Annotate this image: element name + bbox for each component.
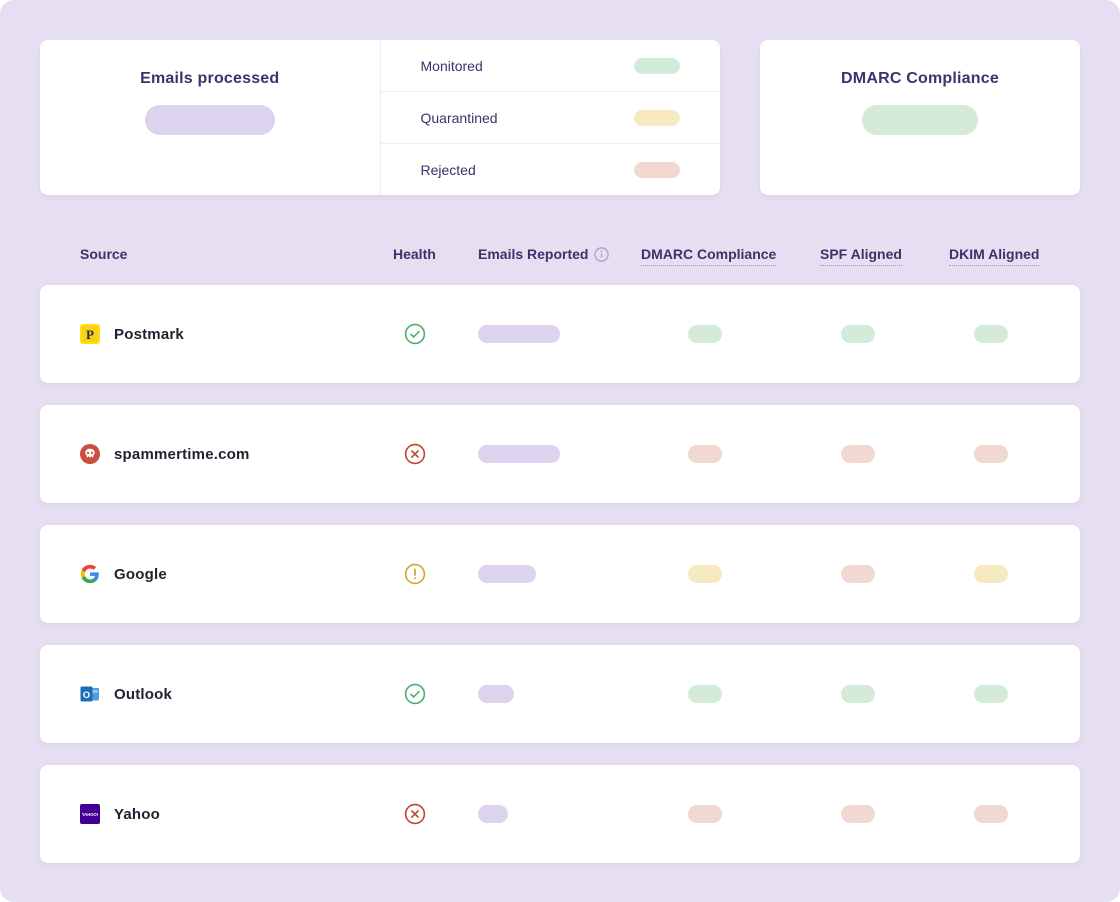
legend-row-quarantined: Quarantined — [380, 91, 720, 143]
source-name: Google — [114, 565, 167, 583]
column-header-dmarc-compliance[interactable]: DMARC Compliance — [641, 246, 777, 266]
dmarc-compliance-value-pill — [862, 105, 978, 135]
dkim-aligned-value-pill — [974, 325, 1008, 343]
health-warn-icon — [404, 563, 426, 585]
legend-label: Monitored — [420, 57, 483, 74]
health-fail-icon — [404, 443, 426, 465]
dmarc-compliance-value-pill — [688, 325, 722, 343]
rejected-value-pill — [634, 161, 680, 178]
spf-aligned-value-pill — [841, 805, 875, 823]
svg-text:O: O — [83, 690, 90, 701]
dmarc-compliance-value-pill — [688, 445, 722, 463]
source-name: Outlook — [114, 685, 173, 703]
source-cell: P Postmark — [80, 285, 184, 383]
quarantined-value-pill — [634, 109, 680, 126]
emails-processed-section: Emails processed — [40, 40, 380, 195]
column-header-spf-aligned[interactable]: SPF Aligned — [820, 246, 902, 266]
svg-text:YAHOO!: YAHOO! — [82, 812, 98, 817]
emails-reported-value-pill — [478, 685, 514, 703]
column-header-emails-reported: Emails Reported — [478, 246, 610, 262]
health-fail-icon — [404, 803, 426, 825]
postmark-icon: P — [80, 324, 100, 344]
table-row[interactable]: O Outlook — [40, 645, 1080, 743]
column-header-dkim-aligned[interactable]: DKIM Aligned — [949, 246, 1040, 266]
emails-reported-value-pill — [478, 325, 560, 343]
table-row[interactable]: spammertime.com — [40, 405, 1080, 503]
source-cell: spammertime.com — [80, 405, 250, 503]
emails-processed-title: Emails processed — [140, 70, 280, 87]
table-row[interactable]: YAHOO! Yahoo — [40, 765, 1080, 863]
legend-row-rejected: Rejected — [380, 143, 720, 195]
google-icon — [80, 564, 100, 584]
source-cell: YAHOO! Yahoo — [80, 765, 160, 863]
column-header-health: Health — [393, 246, 436, 262]
health-pass-icon — [404, 323, 426, 345]
spf-aligned-value-pill — [841, 325, 875, 343]
source-name: spammertime.com — [114, 445, 250, 463]
spf-aligned-value-pill — [841, 565, 875, 583]
dkim-aligned-value-pill — [974, 445, 1008, 463]
dmarc-compliance-value-pill — [688, 685, 722, 703]
skull-icon — [80, 444, 100, 464]
dmarc-compliance-value-pill — [688, 805, 722, 823]
spf-aligned-value-pill — [841, 445, 875, 463]
column-header-source: Source — [80, 246, 128, 262]
source-name: Yahoo — [114, 805, 161, 823]
column-header-label: Emails Reported — [478, 246, 589, 262]
spf-aligned-value-pill — [841, 685, 875, 703]
dmarc-compliance-title: DMARC Compliance — [841, 70, 999, 87]
health-pass-icon — [404, 683, 426, 705]
dkim-aligned-value-pill — [974, 565, 1008, 583]
monitored-value-pill — [634, 57, 680, 74]
emails-processed-card: Emails processed Monitored Quarantined R… — [40, 40, 720, 195]
legend-row-monitored: Monitored — [381, 40, 721, 91]
dkim-aligned-value-pill — [974, 805, 1008, 823]
legend-label: Quarantined — [420, 109, 498, 126]
source-cell: O Outlook — [80, 645, 172, 743]
dmarc-compliance-card: DMARC Compliance — [760, 40, 1080, 195]
source-cell: Google — [80, 525, 167, 623]
outlook-icon: O — [80, 684, 100, 704]
dmarc-compliance-value-pill — [688, 565, 722, 583]
emails-reported-value-pill — [478, 445, 560, 463]
info-icon[interactable] — [594, 246, 610, 262]
table-rows: P Postmark spammertime.com Google O — [40, 285, 1080, 885]
emails-reported-value-pill — [478, 805, 508, 823]
emails-processed-value-pill — [144, 105, 275, 135]
table-header: Source Health Emails Reported DMARC Comp… — [40, 246, 1080, 268]
legend-label: Rejected — [420, 161, 476, 178]
table-row[interactable]: P Postmark — [40, 285, 1080, 383]
emails-reported-value-pill — [478, 565, 536, 583]
source-name: Postmark — [114, 325, 184, 343]
svg-text:P: P — [86, 327, 94, 342]
dkim-aligned-value-pill — [974, 685, 1008, 703]
disposition-legend: Monitored Quarantined Rejected — [379, 40, 721, 195]
yahoo-icon: YAHOO! — [80, 804, 100, 824]
table-row[interactable]: Google — [40, 525, 1080, 623]
